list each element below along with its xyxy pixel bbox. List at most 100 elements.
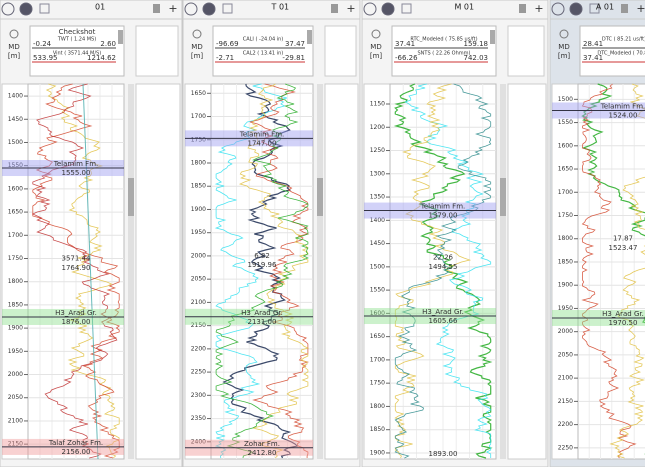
depth-label: 2050 xyxy=(191,276,206,283)
track-scrollbar xyxy=(500,84,506,459)
add-icon[interactable]: + xyxy=(636,2,645,15)
depth-label: 1800 xyxy=(558,235,573,242)
curve-name: RTC_Modeled ( 75.85 us/ft) xyxy=(410,37,477,43)
depth-label: 1600 xyxy=(558,142,573,149)
scale-min: 37.41 xyxy=(583,54,603,62)
depth-label: 1700 xyxy=(370,356,385,363)
depth-label: 1750 xyxy=(191,136,206,143)
cursor-readout: 1494.55 xyxy=(429,263,458,271)
log-curve xyxy=(609,83,645,459)
cursor-readout: 1893.00 xyxy=(429,450,458,458)
scroll-thumb[interactable] xyxy=(500,178,506,216)
empty-track xyxy=(324,83,359,460)
md-label: MD xyxy=(370,43,381,51)
scale-min: 28.41 xyxy=(583,40,603,48)
depth-label: 2000 xyxy=(8,371,23,378)
depth-label: 1800 xyxy=(370,403,385,410)
depth-label: 1900 xyxy=(558,282,573,289)
cursor-readout: 1764.90 xyxy=(62,264,91,272)
empty-track xyxy=(135,83,181,460)
settings-icon[interactable] xyxy=(551,2,565,16)
depth-label: 1950 xyxy=(558,305,573,312)
edit-icon[interactable] xyxy=(589,3,600,14)
formation-depth: 1555.00 xyxy=(62,169,91,177)
delete-icon[interactable] xyxy=(331,4,338,13)
md-icon xyxy=(371,29,381,39)
depth-label: 2100 xyxy=(8,417,23,424)
scroll-thumb[interactable] xyxy=(128,178,134,216)
depth-label: 1700 xyxy=(8,232,23,239)
scale-max: -29.81 xyxy=(282,54,305,62)
depth-label: 1200 xyxy=(370,124,385,131)
formation-depth: 1605.66 xyxy=(429,317,458,325)
depth-label: 1900 xyxy=(370,449,385,456)
md-unit: [m] xyxy=(558,52,571,60)
md-label: MD xyxy=(8,43,19,51)
edit-icon[interactable] xyxy=(401,3,412,14)
depth-label: 1550 xyxy=(370,287,385,294)
formation-name: Telamim Fm. xyxy=(239,130,285,138)
scale-max: 159.18 xyxy=(464,40,489,48)
lock-icon[interactable] xyxy=(202,2,216,16)
depth-column xyxy=(551,83,579,460)
depth-label: 2350 xyxy=(191,415,206,422)
depth-label: 2150 xyxy=(8,441,23,448)
lock-icon[interactable] xyxy=(569,2,583,16)
depth-column xyxy=(363,83,391,460)
delete-icon[interactable] xyxy=(621,4,628,13)
depth-label: 2050 xyxy=(558,351,573,358)
settings-icon[interactable] xyxy=(363,2,377,16)
cursor-readout: 22.26 xyxy=(433,254,454,262)
lock-icon[interactable] xyxy=(381,2,395,16)
depth-label: 1850 xyxy=(558,258,573,265)
formation-depth: 2156.00 xyxy=(62,448,91,456)
depth-label: 1600 xyxy=(370,310,385,317)
depth-label: 1900 xyxy=(191,206,206,213)
scale-min: 533.95 xyxy=(33,54,58,62)
depth-label: 1700 xyxy=(558,189,573,196)
depth-label: 1500 xyxy=(558,96,573,103)
depth-label: 1450 xyxy=(370,240,385,247)
scroll-thumb[interactable] xyxy=(317,178,323,216)
log-curve xyxy=(394,83,472,459)
formation-name: H3_Arad Gr. xyxy=(422,308,464,316)
depth-label: 1600 xyxy=(8,185,23,192)
settings-icon[interactable] xyxy=(1,2,15,16)
settings-icon[interactable] xyxy=(184,2,198,16)
edit-icon[interactable] xyxy=(222,3,233,14)
cursor-readout: 17.87 xyxy=(613,235,633,243)
curve-name: CAL2 ( 13.41 in) xyxy=(243,51,283,57)
curve-header xyxy=(29,25,125,77)
add-icon[interactable]: + xyxy=(168,2,177,15)
formation-depth: 1876.00 xyxy=(62,318,91,326)
edit-icon[interactable] xyxy=(39,3,50,14)
scale-max: 1214.62 xyxy=(87,54,116,62)
scale-min: -66.26 xyxy=(395,54,418,62)
curve-name: DTC_Modeled ( 70.85 xyxy=(597,51,645,57)
depth-label: 1950 xyxy=(8,348,23,355)
header-scroll xyxy=(118,30,123,44)
add-icon[interactable]: + xyxy=(534,2,543,15)
formation-depth: 1524.00 xyxy=(609,111,638,119)
panel-title: A 01 xyxy=(596,3,614,12)
empty-track-header xyxy=(507,25,545,77)
md-icon xyxy=(192,29,202,39)
depth-label: 1850 xyxy=(370,426,385,433)
header-scroll xyxy=(307,30,312,44)
empty-track-header xyxy=(324,25,357,77)
delete-icon[interactable] xyxy=(153,4,160,13)
depth-label: 1300 xyxy=(370,170,385,177)
depth-label: 1350 xyxy=(370,194,385,201)
log-curve xyxy=(214,83,288,459)
depth-label: 2050 xyxy=(8,394,23,401)
depth-label: 2200 xyxy=(558,421,573,428)
log-curve xyxy=(581,83,645,455)
depth-label: 2250 xyxy=(558,444,573,451)
add-icon[interactable]: + xyxy=(346,2,355,15)
delete-icon[interactable] xyxy=(519,4,526,13)
lock-icon[interactable] xyxy=(19,2,33,16)
curve-name: SNTS ( 22.26 Ohmm) xyxy=(418,51,471,57)
depth-label: 1650 xyxy=(370,333,385,340)
